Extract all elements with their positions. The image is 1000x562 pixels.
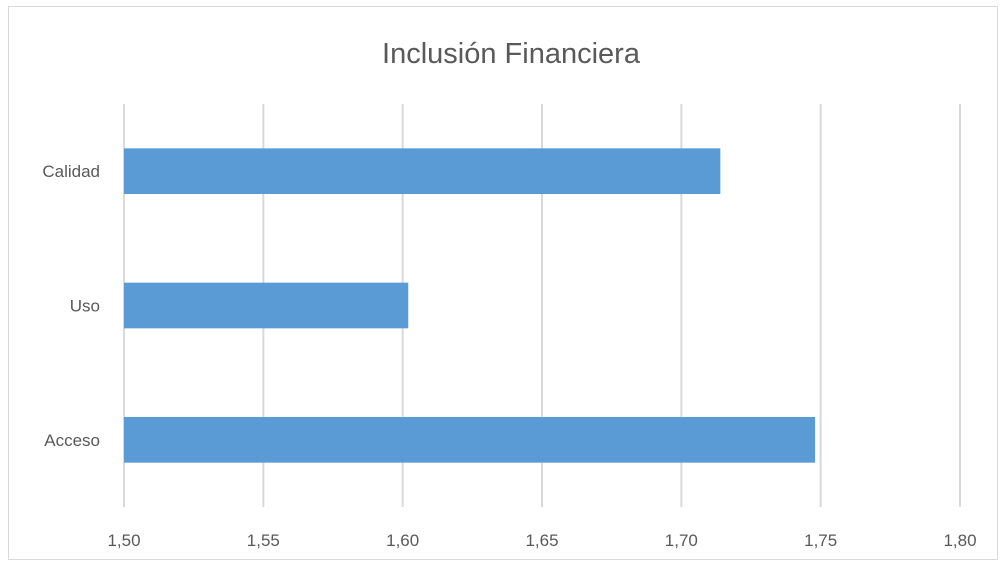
chart-title: Inclusión Financiera <box>382 38 641 70</box>
category-label-acceso: Acceso <box>44 431 100 450</box>
category-labels: Acceso Uso Calidad <box>42 162 100 450</box>
x-tick-labels: 1,50 1,55 1,60 1,65 1,70 1,75 1,80 <box>107 531 976 550</box>
x-tick-label: 1,60 <box>386 531 419 550</box>
x-tick-label: 1,75 <box>804 531 837 550</box>
x-tick-label: 1,50 <box>107 531 140 550</box>
category-label-calidad: Calidad <box>42 162 100 181</box>
bar-acceso <box>124 416 816 463</box>
x-tick-label: 1,80 <box>943 531 976 550</box>
x-tick-label: 1,70 <box>665 531 698 550</box>
x-tick-label: 1,55 <box>247 531 280 550</box>
bar-calidad <box>124 148 721 195</box>
x-tick-label: 1,65 <box>525 531 558 550</box>
category-label-uso: Uso <box>70 297 100 316</box>
bar-uso <box>124 282 409 329</box>
bars <box>124 148 816 463</box>
